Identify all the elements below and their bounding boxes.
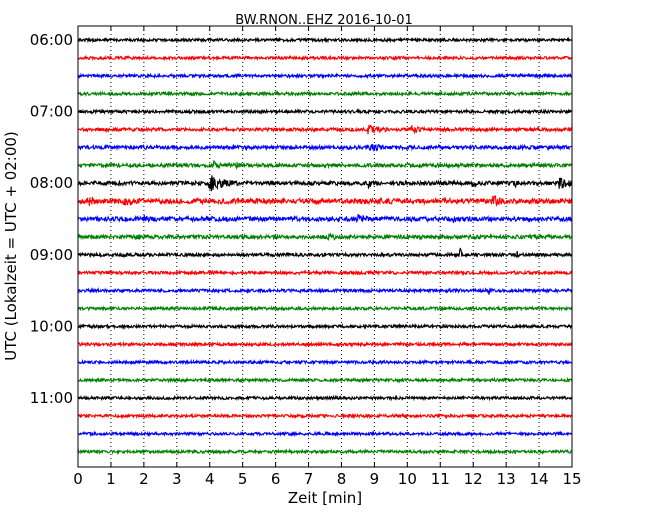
trace-1030: [77, 358, 573, 366]
x-tick-label: 6: [271, 470, 281, 488]
trace-1145: [77, 448, 573, 456]
x-tick-label: 7: [304, 470, 314, 488]
x-tick-label: 11: [431, 470, 450, 488]
trace-1115: [77, 412, 573, 420]
x-tick-label: 15: [562, 470, 581, 488]
x-tick-label: 4: [205, 470, 215, 488]
trace-0645: [77, 90, 573, 98]
y-tick-label: 10:00: [30, 317, 73, 335]
trace-0630: [77, 72, 573, 80]
trace-0830: [77, 214, 573, 224]
trace-1130: [77, 430, 573, 438]
traces: [77, 36, 573, 456]
y-tick-label: 08:00: [30, 174, 73, 192]
trace-0745: [77, 159, 573, 170]
trace-1000: [77, 322, 573, 330]
x-tick-label: 9: [370, 470, 380, 488]
ticks: 0 1 2 3 4 5 6 7 8 9 10 11 12 13 14 1506:0007:0008:0009:…: [30, 26, 582, 488]
y-axis-label: UTC (Lokalzeit = UTC + 02:00): [2, 131, 20, 361]
y-tick-label: 11:00: [30, 389, 73, 407]
trace-0715: [77, 124, 573, 135]
x-axis-label: Zeit [min]: [288, 489, 362, 507]
y-tick-label: 06:00: [30, 31, 73, 49]
trace-0615: [77, 54, 573, 62]
trace-1045: [77, 376, 573, 384]
trace-0930: [77, 286, 573, 295]
plot-frame: [77, 25, 573, 468]
trace-0900: [77, 247, 573, 259]
trace-0800: [77, 175, 573, 192]
grid: [110, 26, 540, 467]
trace-1015: [77, 340, 573, 348]
x-tick-label: 3: [172, 470, 182, 488]
trace-0915: [77, 269, 573, 277]
x-tick-label: 8: [337, 470, 347, 488]
trace-1100: [77, 394, 573, 402]
x-tick-label: 2: [139, 470, 149, 488]
chart-title: BW.RNON..EHZ 2016-10-01: [235, 13, 413, 28]
trace-0845: [77, 232, 573, 241]
x-tick-label: 5: [238, 470, 248, 488]
trace-0730: [77, 143, 573, 152]
x-tick-label: 14: [530, 470, 549, 488]
x-tick-label: 10: [398, 470, 417, 488]
y-tick-label: 07:00: [30, 103, 73, 121]
trace-0700: [77, 107, 573, 116]
trace-0945: [77, 304, 573, 312]
trace-0815: [77, 195, 573, 208]
trace-0600: [77, 36, 573, 44]
x-tick-label: 13: [497, 470, 516, 488]
x-tick-label: 1: [106, 470, 116, 488]
x-tick-label: 0: [73, 470, 83, 488]
x-tick-label: 12: [464, 470, 483, 488]
y-tick-label: 09:00: [30, 246, 73, 264]
